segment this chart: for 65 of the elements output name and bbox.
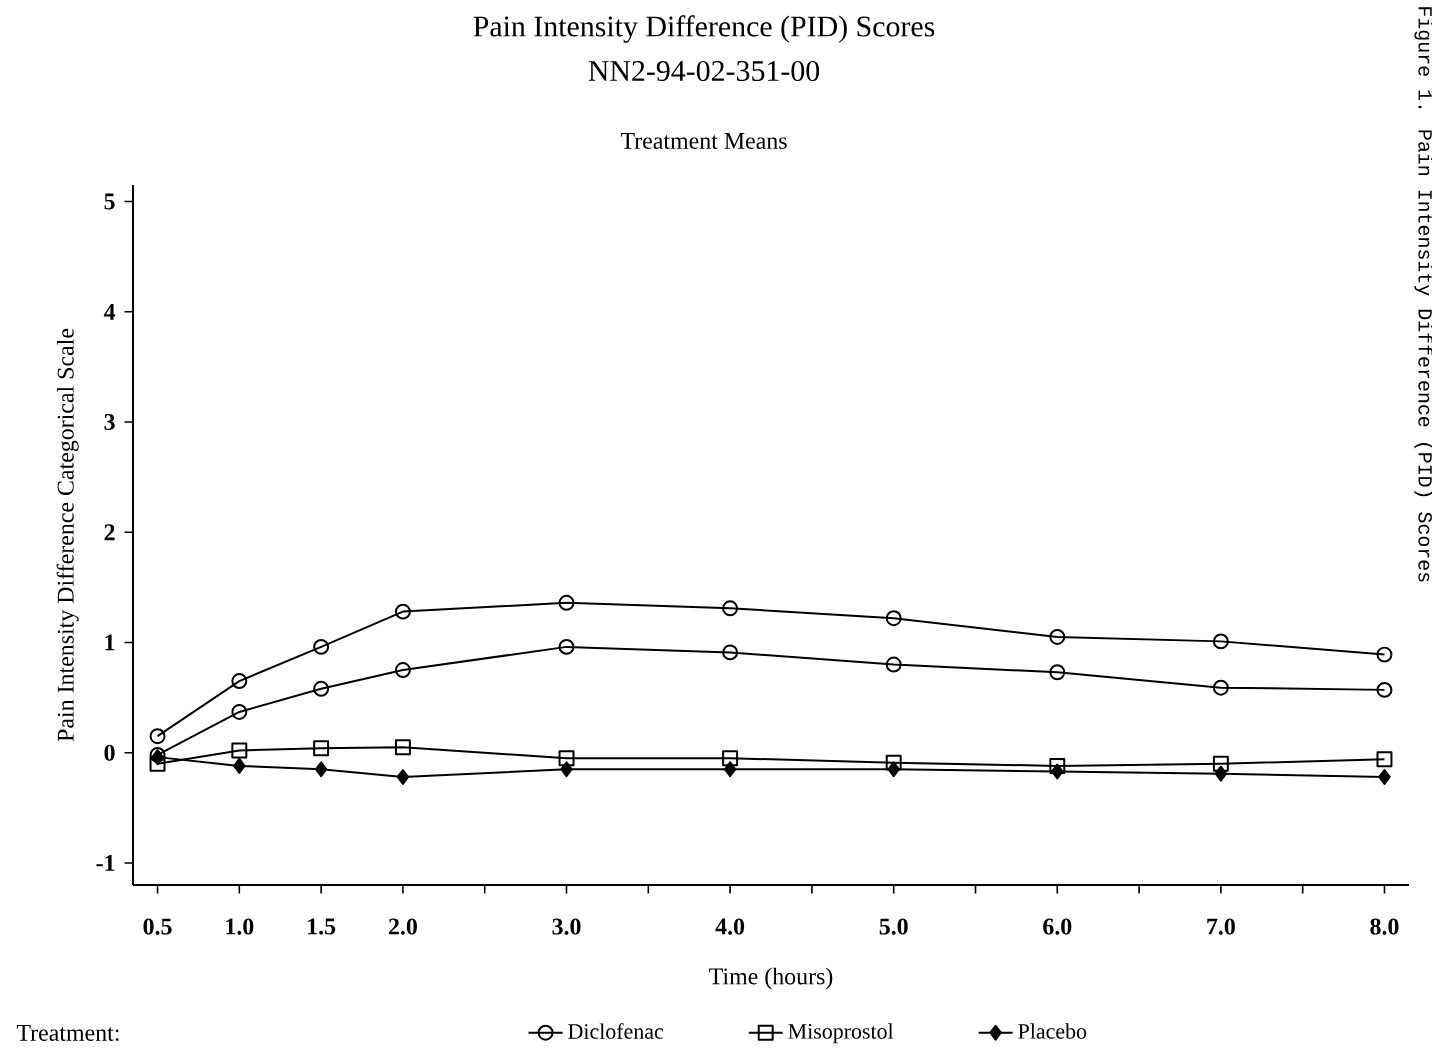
caption: Figure 1. Pain Intensity Difference (PID) Scores	[1414, 7, 1432, 582]
point	[149, 728, 166, 745]
point	[723, 761, 737, 778]
point	[149, 755, 166, 772]
point	[313, 740, 330, 757]
point	[1378, 768, 1391, 785]
x-tick-label: 0.5	[143, 918, 172, 935]
point	[722, 644, 739, 661]
y-tick-label: 2	[104, 524, 115, 541]
point	[558, 638, 575, 655]
point	[1212, 633, 1229, 650]
point	[231, 673, 248, 690]
point	[1376, 681, 1393, 698]
x-tick-label: 1.0	[226, 918, 254, 935]
point	[560, 761, 573, 778]
point	[1212, 755, 1229, 772]
point	[885, 610, 902, 627]
point	[722, 600, 739, 617]
point	[231, 703, 248, 720]
point	[1049, 664, 1066, 681]
y-tick-label: 1	[105, 634, 115, 651]
point	[1049, 628, 1066, 645]
point	[394, 739, 411, 756]
chart-subtitle: NN2-94-02-351-00	[588, 60, 820, 82]
x-tick-label: 2.0	[388, 918, 417, 935]
x-axis-title: Time (hours)	[709, 967, 833, 990]
y-tick-label: 5	[104, 193, 115, 210]
point	[887, 761, 900, 778]
text: Treatment Means	[620, 133, 787, 149]
point	[558, 594, 575, 611]
x-tick-label: 7.0	[1207, 918, 1235, 935]
point	[1376, 646, 1393, 663]
point	[1051, 763, 1064, 780]
legend-label: Diclofenac	[568, 1023, 664, 1039]
y-axis-title: Pain Intensity Difference Categorical Scale	[56, 328, 79, 742]
legend-label: Misoprostol	[788, 1023, 894, 1044]
y-tick-label: 3	[104, 413, 115, 431]
x-tick-label: 5.0	[879, 918, 908, 935]
point	[394, 603, 411, 620]
point	[233, 757, 246, 774]
point	[394, 662, 411, 679]
x-tick-label: 6.0	[1043, 918, 1072, 935]
x-tick-label: 8.0	[1370, 918, 1399, 935]
point	[885, 754, 902, 771]
point	[1049, 757, 1066, 774]
y-tick-label: -1	[96, 855, 115, 871]
point	[314, 761, 328, 778]
point	[313, 638, 330, 655]
chart-title: Pain Intensity Difference (PID) Scores	[473, 15, 935, 43]
y-tick-label: 4	[103, 303, 116, 320]
point	[885, 656, 902, 673]
point	[1376, 751, 1393, 768]
point	[558, 750, 575, 767]
point	[722, 750, 739, 767]
point	[1212, 679, 1229, 696]
legend-label: Placebo	[1018, 1023, 1087, 1039]
point	[313, 680, 330, 697]
point	[1214, 765, 1228, 782]
x-tick-label: 1.5	[308, 918, 336, 935]
legend-title: Treatment:	[16, 1025, 119, 1041]
x-tick-label: 3.0	[552, 918, 581, 935]
x-tick-label: 4.0	[715, 918, 745, 935]
point	[396, 768, 410, 785]
point	[231, 742, 248, 759]
y-tick-label: 0	[104, 744, 115, 761]
